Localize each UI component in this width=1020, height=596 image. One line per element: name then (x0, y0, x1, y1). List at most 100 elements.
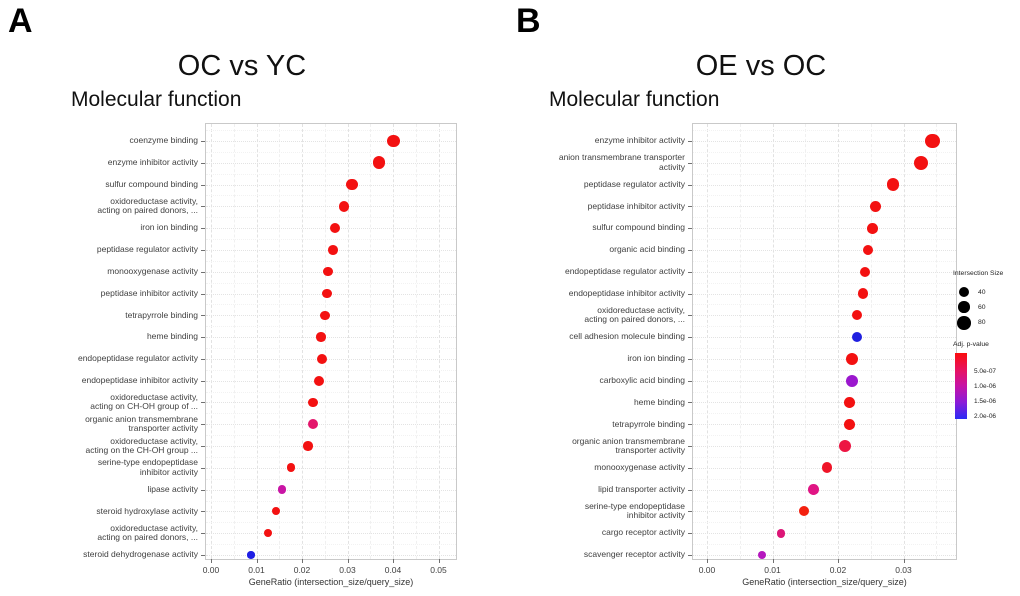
legend-size-title: Intersection Size (953, 270, 1004, 277)
x-axis-tick-label: 0.04 (384, 565, 402, 575)
gridline-horizontal-minor (206, 456, 456, 458)
gridline-vertical (393, 124, 394, 559)
gridline-horizontal-minor (206, 195, 456, 197)
category-label: oxidoreductase activity, acting on paired… (97, 195, 198, 216)
y-axis-tick (201, 228, 205, 230)
data-point (286, 463, 296, 473)
data-point (303, 441, 313, 451)
category-label: heme binding (633, 396, 685, 407)
category-label: steroid dehydrogenase activity (83, 549, 198, 560)
y-axis-tick (201, 358, 205, 360)
data-point (328, 245, 338, 255)
category-label: oxidoreductase activity, acting on the CH… (85, 435, 198, 456)
data-point (320, 310, 330, 321)
gridline-horizontal-minor (206, 348, 456, 349)
category-label: oxidoreductase activity, acting on CH-OH … (90, 391, 198, 412)
y-axis-tick (688, 293, 692, 295)
gridline-vertical-minor (870, 124, 872, 559)
gridline-horizontal (693, 141, 956, 142)
gridline-horizontal (693, 337, 956, 339)
legend-size-dot-40 (959, 287, 969, 297)
category-label: iron ion binding (627, 353, 685, 364)
pvalue-gradient-bar (955, 353, 967, 419)
y-axis-tick (201, 271, 205, 273)
category-label: anion transmembrane transporter activity (558, 152, 685, 172)
data-point (313, 375, 324, 386)
gridline-horizontal-minor (693, 130, 956, 132)
y-axis-tick (688, 184, 692, 186)
data-point (308, 397, 318, 408)
y-axis-tick (201, 424, 205, 426)
category-label: organic anion transmembrane transporter a… (572, 435, 685, 456)
category-label: endopeptidase regulator activity (564, 265, 685, 276)
gridline-horizontal-minor (693, 369, 956, 371)
gridline-vertical-minor (324, 124, 326, 559)
chart-a-dotplot: coenzyme binding enzyme inhibitor activit… (78, 123, 457, 587)
category-label: enzyme inhibitor activity (107, 157, 198, 168)
gridline-horizontal (206, 184, 456, 186)
gridline-horizontal-minor (693, 304, 956, 306)
y-axis-tick (201, 489, 205, 491)
legend-size-dot-60 (958, 301, 970, 313)
gridline-horizontal (693, 162, 956, 164)
gridline-horizontal-minor (206, 130, 456, 132)
gridline-horizontal (206, 424, 456, 426)
gridline-horizontal (206, 206, 456, 208)
data-point (845, 352, 858, 365)
gridline-horizontal-minor (693, 522, 956, 524)
x-axis-tick-label: 0.03 (895, 565, 912, 575)
category-label: iron ion binding (140, 222, 198, 233)
y-axis-tick (688, 315, 692, 317)
gridline-horizontal (693, 555, 956, 556)
gridline-vertical-minor (233, 124, 235, 559)
category-label: sulfur compound binding (105, 178, 198, 189)
category-label: scavenger receptor activity (583, 549, 685, 560)
gridline-horizontal (206, 446, 456, 448)
category-label: serine-type endopeptidase inhibitor activ… (97, 457, 198, 477)
y-axis-tick (201, 293, 205, 295)
gridline-horizontal (693, 249, 956, 251)
x-axis-tick (347, 559, 349, 563)
gridline-horizontal-minor (206, 369, 456, 371)
y-axis-tick (201, 555, 205, 556)
gridline-vertical (302, 124, 303, 559)
legend-size-label-80: 80 (978, 319, 986, 326)
pvalue-tick-1: 5.0e-07 (974, 368, 997, 375)
gridline-horizontal-minor (206, 217, 456, 219)
gridline-vertical (256, 124, 258, 559)
category-label: cell adhesion molecule binding (569, 331, 685, 342)
x-axis-tick (772, 559, 774, 563)
data-point (839, 440, 852, 453)
y-axis-tick (688, 249, 692, 251)
gridline-horizontal-minor (206, 239, 456, 241)
gridline-horizontal (206, 141, 456, 142)
x-axis-tick-label: 0.01 (248, 565, 265, 575)
data-point (346, 178, 358, 191)
gridline-horizontal (206, 337, 456, 339)
data-point (863, 244, 874, 255)
y-axis-tick (201, 206, 205, 208)
category-label: peptidase regulator activity (96, 244, 198, 255)
category-label: steroid hydroxylase activity (96, 505, 198, 516)
gridline-horizontal (206, 467, 456, 469)
gridline-horizontal-minor (693, 544, 956, 546)
gridline-horizontal (693, 402, 956, 404)
legend: Intersection Size 40 60 80 Adj. p-value … (950, 265, 1020, 440)
gridline-horizontal-minor (693, 348, 956, 349)
gridline-vertical (772, 124, 774, 559)
data-point (277, 485, 287, 494)
data-point (808, 484, 820, 495)
gridline-vertical-minor (279, 124, 281, 559)
gridline-horizontal-minor (693, 217, 956, 219)
gridline-vertical-minor (805, 124, 807, 559)
gridline-vertical-minor (370, 124, 372, 559)
gridline-horizontal (693, 315, 956, 317)
gridline-horizontal (206, 489, 456, 491)
y-axis-tick (688, 337, 692, 339)
category-label: sulfur compound binding (592, 222, 685, 233)
x-axis-tick-label: 0.02 (293, 565, 311, 575)
x-axis-tick-label: 0.03 (339, 565, 356, 575)
x-axis-tick-label: 0.05 (430, 565, 447, 575)
category-label: organic acid binding (609, 244, 685, 255)
